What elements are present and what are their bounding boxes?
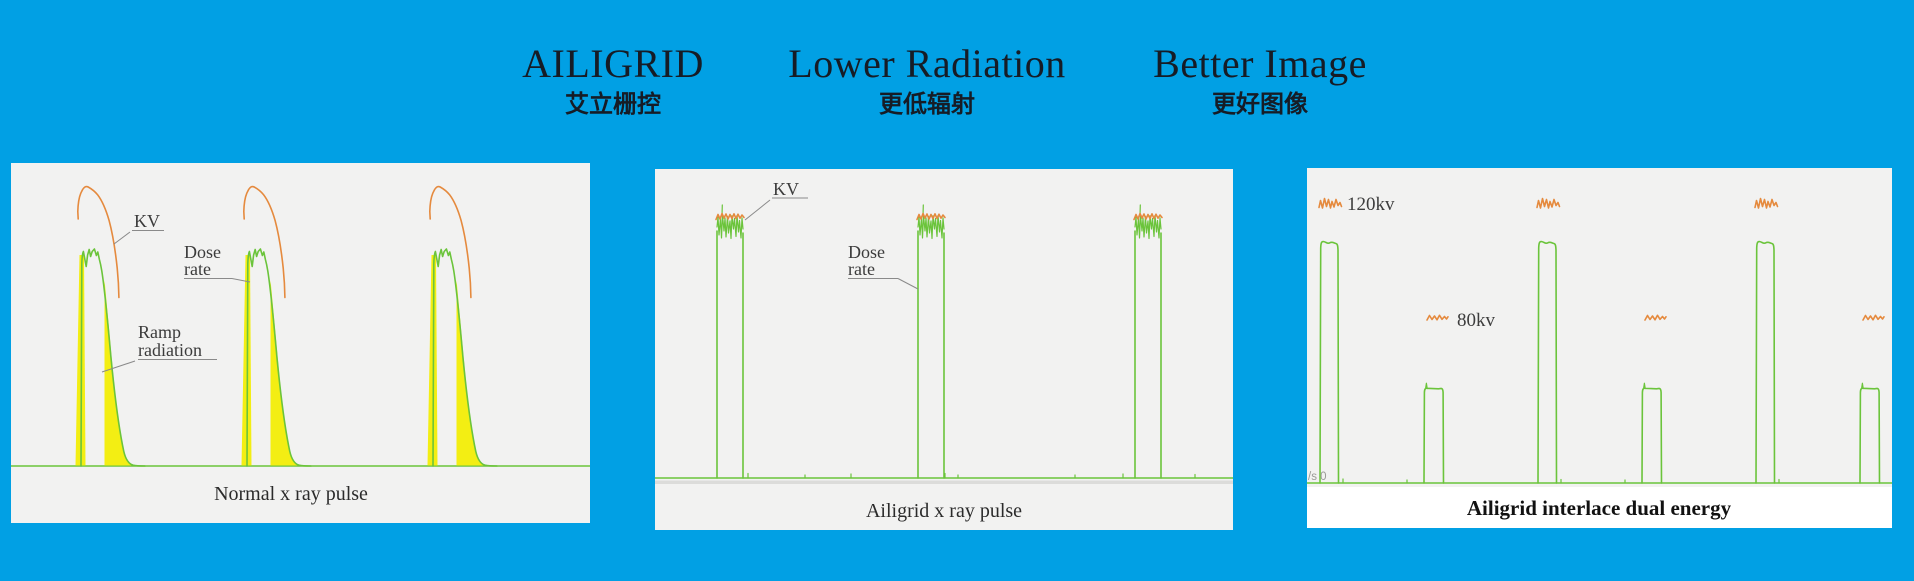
ramp-radiation-leader-line	[101, 360, 136, 373]
header-title-zh: 更好图像	[1212, 91, 1308, 118]
marker-120kv-3	[1754, 197, 1779, 209]
pulse-group-3	[426, 185, 498, 467]
kv-label: KV	[134, 211, 160, 231]
pulse-group-2	[240, 185, 312, 467]
pulse-80kv-2	[1641, 382, 1663, 484]
caption-strip	[1307, 487, 1892, 528]
panel-caption: Normal x ray pulse	[214, 483, 368, 505]
marker-80kv-3	[1862, 314, 1885, 321]
kv-leader-line	[744, 199, 771, 221]
ailigrid-pulse-chart: KV Dose rate Ailigrid x ray pulse	[655, 179, 1233, 522]
header-title-en: Lower Radiation	[788, 41, 1066, 86]
panel-dual-energy: 120kv 80kv /s 0 Ailigrid interlace dual …	[1307, 168, 1892, 528]
panel-ailigrid-pulse: KV Dose rate Ailigrid x ray pulse	[655, 169, 1233, 530]
normal-pulse-chart: KV Dose rate Ramp radiation Normal x ray…	[11, 185, 590, 505]
dose-rate-label-line1: Dose	[848, 242, 885, 262]
baseline-ticks	[1342, 478, 1780, 484]
dose-rate-label-line1: Dose	[184, 242, 221, 262]
header-title-zh: 更低辐射	[878, 91, 975, 118]
panel-normal-pulse: KV Dose rate Ramp radiation Normal x ray…	[11, 163, 590, 523]
label-80kv: 80kv	[1457, 310, 1496, 331]
header-col-better-image: Better Image 更好图像	[1153, 44, 1367, 118]
header-title-en: Better Image	[1153, 41, 1367, 86]
marker-120kv-1	[1318, 197, 1343, 209]
pulse-80kv-3	[1859, 382, 1881, 484]
marker-120kv-2	[1536, 197, 1561, 209]
marker-80kv-1	[1426, 314, 1449, 321]
ramp-radiation-label-line2: radiation	[138, 340, 202, 360]
header-col-ailigrid: AILIGRID 艾立栅控	[522, 44, 704, 118]
dual-energy-chart: 120kv 80kv /s 0 Ailigrid interlace dual …	[1307, 194, 1892, 528]
panel-caption: Ailigrid x ray pulse	[866, 500, 1022, 522]
dose-rate-leader-line	[231, 278, 251, 283]
axis-residue-text: /s 0	[1308, 471, 1327, 483]
header-title-zh: 艾立栅控	[564, 91, 661, 118]
square-pulse-2	[916, 204, 946, 479]
kv-label: KV	[773, 179, 799, 199]
baseline-ticks	[747, 472, 1196, 479]
pulse-120kv-3	[1755, 240, 1776, 484]
dose-rate-leader-line	[897, 278, 919, 290]
header-title-en: AILIGRID	[522, 41, 704, 86]
header-col-lower-radiation: Lower Radiation 更低辐射	[788, 44, 1065, 118]
baseline-shadow	[655, 480, 1233, 484]
dose-rate-label-line2: rate	[848, 259, 875, 279]
pulse-80kv-1	[1423, 382, 1445, 484]
square-pulse-3	[1133, 204, 1163, 479]
panel-caption: Ailigrid interlace dual energy	[1467, 496, 1732, 520]
pulse-120kv-2	[1537, 240, 1558, 484]
ramp-radiation-label-line1: Ramp	[138, 322, 181, 342]
marker-80kv-2	[1644, 314, 1667, 321]
dose-rate-label-line2: rate	[184, 259, 211, 279]
kv-leader-line	[113, 231, 131, 245]
square-pulse-1	[715, 204, 745, 479]
pulse-120kv-1	[1319, 240, 1340, 484]
label-120kv: 120kv	[1347, 194, 1395, 215]
